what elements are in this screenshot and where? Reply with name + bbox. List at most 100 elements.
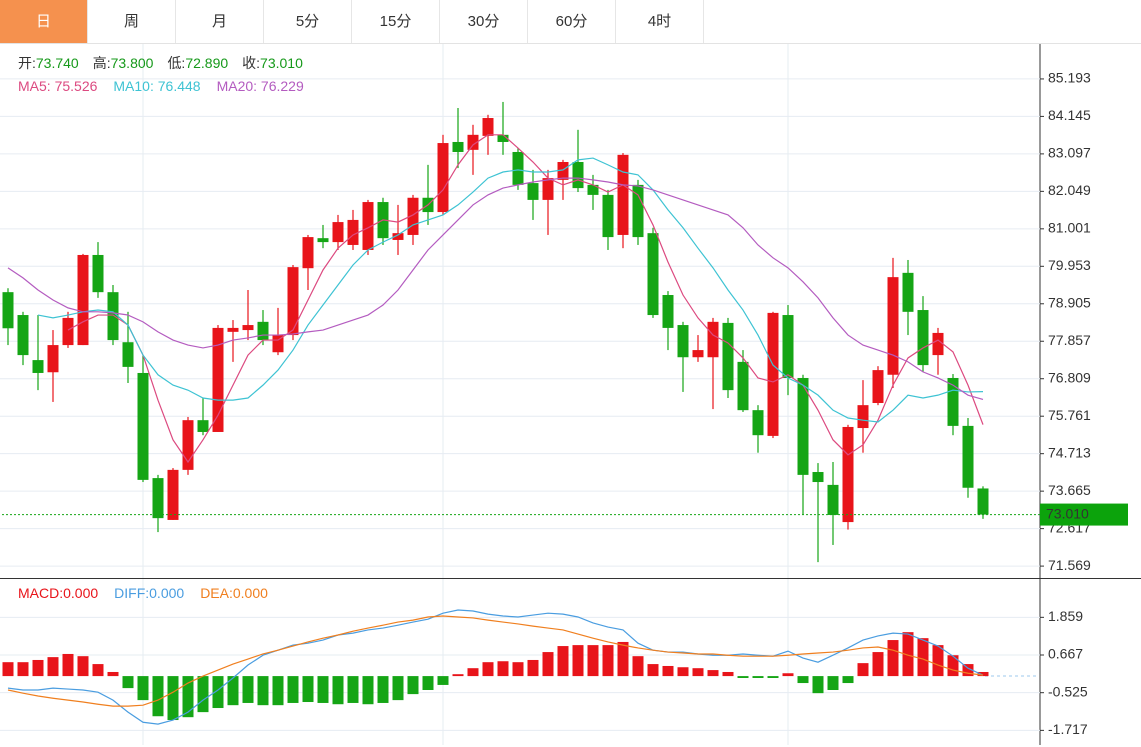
macd-bar [902,632,914,677]
legend-entry: MA20: 76.229 [217,78,304,94]
macd-bar [662,665,674,677]
candle-body [47,345,59,373]
macd-bar [257,676,269,706]
indicator-line [7,609,984,725]
candle-body [347,219,359,245]
candle-body [17,315,29,356]
macd-bar [782,673,794,677]
info-value: 72.890 [185,55,228,71]
macd-bar [542,652,554,677]
period-tab[interactable]: 月 [176,0,264,43]
macd-bar [842,676,854,684]
indicator-line [7,615,984,707]
y-tick-label: 1.859 [1048,608,1083,624]
candle-body [167,469,179,520]
candle-body [587,184,599,195]
macd-bar [167,676,179,721]
macd-bar [332,676,344,705]
macd-bar [212,676,224,709]
candle-body [332,222,344,243]
macd-bar [62,653,74,677]
y-tick-label: 83.097 [1048,145,1091,161]
period-tab[interactable]: 60分 [528,0,616,43]
macd-bar [482,662,494,677]
period-tab[interactable]: 4时 [616,0,704,43]
macd-bar [977,671,989,677]
period-tab[interactable]: 日 [0,0,88,43]
macd-bar [17,662,29,677]
candle-body [272,335,284,353]
y-tick-label: 79.953 [1048,257,1091,273]
macd-bar [347,676,359,703]
y-tick-label: 85.193 [1048,70,1091,86]
candle-body [812,472,824,483]
candle-body [632,184,644,238]
macd-bar [917,638,929,677]
macd-bar [572,645,584,677]
macd-bar [392,676,404,701]
macd-bar [122,676,134,689]
legend-entry: DIFF:0.000 [114,585,184,601]
candle-body [437,143,449,213]
y-tick-label: 0.667 [1048,646,1083,662]
period-tab[interactable]: 周 [88,0,176,43]
macd-bar [227,676,239,706]
macd-bar [707,670,719,677]
macd-bar [602,645,614,677]
macd-bar [752,676,764,678]
candle-body [227,327,239,332]
macd-bar [587,645,599,677]
indicator-line [37,157,984,423]
candle-body [782,315,794,378]
y-tick-label: 78.905 [1048,294,1091,310]
macd-bar [737,676,749,678]
candle-body [317,238,329,243]
y-tick-label: 76.809 [1048,369,1091,385]
candle-body [122,342,134,367]
macd-bar [287,676,299,703]
candle-body [32,360,44,373]
legend-entry: MA5: 75.526 [18,78,98,94]
candle-body [737,361,749,411]
candle-body [617,154,629,235]
y-tick-label: 74.713 [1048,444,1091,460]
candle-body [977,488,989,515]
legend-entry: MACD:0.000 [18,585,98,601]
macd-bar [377,676,389,703]
macd-bar [512,662,524,677]
candle-body [257,321,269,341]
candle-body [887,277,899,375]
candle-body [137,372,149,480]
period-tab[interactable]: 5分 [264,0,352,43]
macd-bar [182,676,194,718]
macd-bar [107,671,119,677]
info-value: 73.010 [260,55,303,71]
y-tick-label: -0.525 [1048,683,1088,699]
candle-body [797,377,809,475]
macd-bar [452,674,464,677]
macd-bar [962,664,974,677]
legend-entry: DEA:0.000 [200,585,268,601]
period-tab[interactable]: 15分 [352,0,440,43]
info-value: 73.740 [36,55,79,71]
candle-body [572,162,584,189]
candle-body [242,325,254,331]
macd-bar [872,652,884,677]
macd-bar [632,656,644,677]
macd-bar [467,668,479,677]
period-tabs: 日周月 5分 15分 30分 60分 4时 [0,0,1141,44]
macd-bar [947,655,959,677]
candle-body [677,325,689,358]
macd-bar [272,676,284,706]
candle-body [362,202,374,250]
candle-body [647,233,659,316]
candle-body [107,292,119,341]
macd-bar [47,657,59,677]
macd-bar [317,676,329,703]
candle-body [482,118,494,136]
candle-body [722,322,734,391]
period-tab[interactable]: 30分 [440,0,528,43]
macd-bar [407,676,419,695]
candle-body [467,134,479,150]
